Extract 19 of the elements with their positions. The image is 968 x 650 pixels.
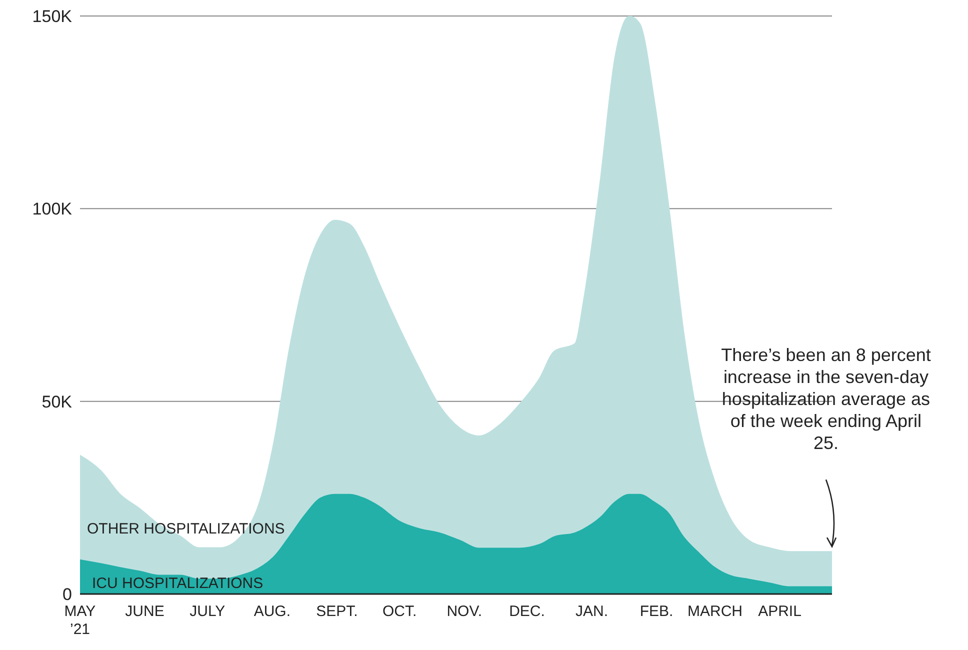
x-tick-label: JULY — [190, 603, 226, 620]
series-label: ICU HOSPITALIZATIONS — [92, 575, 264, 592]
x-tick-label: FEB. — [640, 603, 674, 620]
x-tick-label: APRIL — [758, 603, 802, 620]
x-tick-label: JAN. — [576, 603, 608, 620]
series-label: OTHER HOSPITALIZATIONS — [87, 520, 285, 538]
x-tick-label: AUG. — [254, 603, 291, 620]
x-tick-label: MARCH — [688, 603, 743, 620]
y-tick-label: 50K — [42, 392, 73, 412]
x-tick-label: SEPT. — [316, 603, 358, 620]
annotation: There’s been an 8 percent increase in the seven-day hospitalization average as of the week ending April 25. — [720, 344, 932, 454]
y-tick-label: 150K — [32, 7, 73, 26]
x-tick-label: MAY ’21 — [64, 603, 96, 638]
x-tick-label: NOV. — [446, 603, 482, 620]
x-tick-label: JUNE — [125, 603, 164, 620]
x-tick-label: OCT. — [382, 603, 417, 620]
y-tick-label: 0 — [62, 585, 72, 604]
y-tick-label: 100K — [32, 200, 73, 219]
x-tick-label: DEC. — [509, 603, 545, 620]
